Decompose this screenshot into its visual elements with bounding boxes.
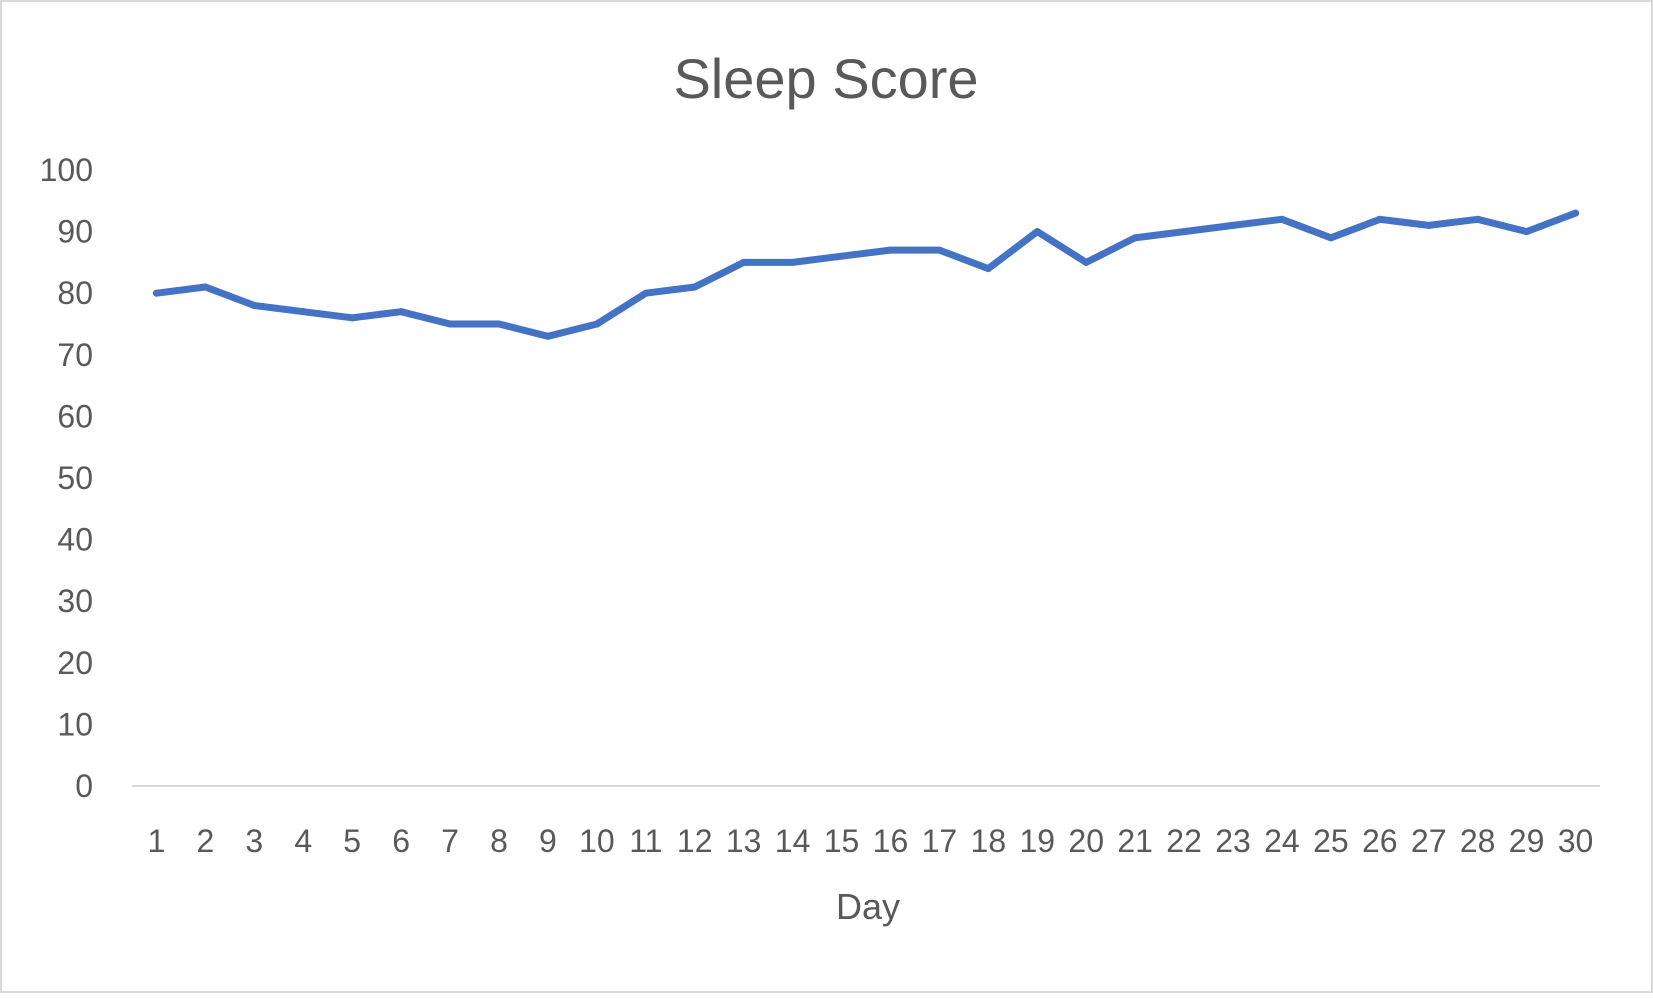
x-tick-label: 24 <box>1264 823 1300 859</box>
x-tick-label: 10 <box>579 823 615 859</box>
x-tick-label: 28 <box>1460 823 1496 859</box>
y-tick-label: 70 <box>57 337 93 373</box>
data-point <box>984 265 992 273</box>
data-point <box>740 258 748 266</box>
data-point <box>642 289 650 297</box>
data-point <box>1474 215 1482 223</box>
x-tick-label: 22 <box>1166 823 1202 859</box>
data-point <box>495 320 503 328</box>
data-point <box>152 289 160 297</box>
y-tick-label: 100 <box>40 152 93 188</box>
data-point <box>1425 221 1433 229</box>
y-tick-label: 0 <box>75 768 93 804</box>
x-tick-label: 30 <box>1558 823 1594 859</box>
x-tick-label: 12 <box>677 823 713 859</box>
x-tick-label: 25 <box>1313 823 1349 859</box>
y-tick-label: 10 <box>57 706 93 742</box>
x-tick-label: 29 <box>1509 823 1545 859</box>
x-tick-label: 4 <box>294 823 312 859</box>
x-tick-label: 27 <box>1411 823 1447 859</box>
data-point <box>397 308 405 316</box>
data-point <box>299 308 307 316</box>
x-tick-label: 21 <box>1117 823 1153 859</box>
x-axis-ticks: 1 2 3 4 5 6 7 8 9 10 11 12 13 14 15 16 17 18 19 20 21 22 23 24 2… <box>148 823 1594 859</box>
chart-title: Sleep Score <box>673 47 978 110</box>
data-point <box>1278 215 1286 223</box>
series-line <box>153 209 1579 340</box>
data-point <box>1033 228 1041 236</box>
x-tick-label: 3 <box>245 823 263 859</box>
data-point <box>691 283 699 291</box>
data-point <box>201 283 209 291</box>
data-point <box>1572 209 1580 217</box>
data-point <box>593 320 601 328</box>
data-point <box>1180 228 1188 236</box>
y-tick-label: 30 <box>57 583 93 619</box>
x-tick-label: 9 <box>539 823 557 859</box>
y-axis-ticks: 0 10 20 30 40 50 60 70 80 90 100 <box>40 152 93 804</box>
x-tick-label: 11 <box>629 823 662 859</box>
data-point <box>250 302 258 310</box>
x-axis-title: Day <box>836 886 900 927</box>
data-point <box>1082 258 1090 266</box>
data-points <box>152 209 1580 340</box>
x-tick-label: 5 <box>343 823 361 859</box>
data-point <box>348 314 356 322</box>
x-tick-label: 2 <box>197 823 215 859</box>
data-point <box>789 258 797 266</box>
x-tick-label: 18 <box>971 823 1007 859</box>
data-point <box>1376 215 1384 223</box>
data-point <box>838 252 846 260</box>
y-tick-label: 20 <box>57 645 93 681</box>
data-point <box>1523 228 1531 236</box>
y-tick-label: 90 <box>57 214 93 250</box>
x-tick-label: 16 <box>873 823 909 859</box>
x-tick-label: 6 <box>392 823 410 859</box>
x-tick-label: 17 <box>922 823 958 859</box>
data-point <box>1229 221 1237 229</box>
data-point <box>544 332 552 340</box>
data-point <box>935 246 943 254</box>
data-point <box>1327 234 1335 242</box>
x-tick-label: 20 <box>1068 823 1104 859</box>
data-point <box>446 320 454 328</box>
x-tick-label: 19 <box>1019 823 1055 859</box>
x-tick-label: 8 <box>490 823 508 859</box>
x-tick-label: 26 <box>1362 823 1398 859</box>
x-tick-label: 13 <box>726 823 762 859</box>
y-tick-label: 60 <box>57 398 93 434</box>
data-point <box>1131 234 1139 242</box>
x-tick-label: 7 <box>441 823 459 859</box>
x-tick-label: 14 <box>775 823 811 859</box>
y-tick-label: 50 <box>57 460 93 496</box>
y-tick-label: 80 <box>57 275 93 311</box>
x-tick-label: 23 <box>1215 823 1251 859</box>
y-tick-label: 40 <box>57 522 93 558</box>
x-tick-label: 1 <box>148 823 166 859</box>
x-tick-label: 15 <box>824 823 860 859</box>
data-point <box>886 246 894 254</box>
